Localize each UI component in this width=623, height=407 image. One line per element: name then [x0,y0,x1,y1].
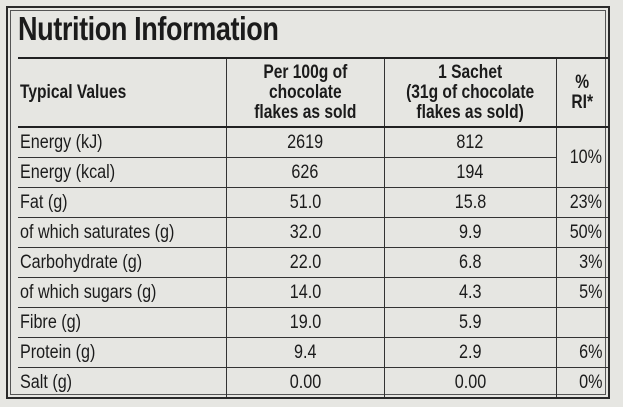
per100-value: 32.0 [225,217,384,248]
table-row: of which saturates (g) 32.0 9.9 50% [18,217,608,248]
header-row: Typical Values Per 100g of chocolate flake… [18,59,608,128]
sachet-value: 6.8 [383,247,556,278]
label-outer-border [6,6,610,399]
table-row: Carbohydrate (g) 22.0 6.8 3% [18,247,608,278]
row-label: Fibre (g) [18,307,226,338]
table-row: Energy (kJ) 2619 812 10% [18,127,608,188]
ri-value: 6% [555,337,608,368]
ri-value: 10% [555,127,608,188]
header-ri: % RI* [555,59,608,128]
sachet-value: 9.9 [383,217,556,248]
row-label: Energy (kJ) [18,127,226,158]
per100-value: 0.00 [225,367,384,397]
per100-value: 2619 [225,127,384,158]
sachet-value: 812 [383,127,556,158]
sachet-value: 0.00 [383,367,556,397]
header-typical-values: Typical Values [18,59,226,128]
row-label: Carbohydrate (g) [18,247,226,278]
row-label: Energy (kcal) [18,157,226,188]
table-row: of which sugars (g) 14.0 4.3 5% [18,277,608,308]
row-label: Fat (g) [18,187,226,218]
table-row: Fat (g) 51.0 15.8 23% [18,187,608,218]
per100-value: 626 [225,157,384,188]
row-label: of which sugars (g) [18,277,226,308]
per100-value: 51.0 [225,187,384,218]
nutrition-table: Typical Values Per 100g of chocolate flake… [18,59,608,397]
sachet-value: 4.3 [383,277,556,308]
ri-value: 5% [555,277,608,308]
header-per-sachet: 1 Sachet (31g of chocolate flakes as sold) [383,59,556,128]
per100-value: 9.4 [225,337,384,368]
ri-value: 0% [555,367,608,397]
table-row: Energy (kcal) 626 194 [18,157,608,188]
label-title: Nutrition Information [18,10,279,47]
table-row: Salt (g) 0.00 0.00 0% [18,367,608,397]
sachet-value: 2.9 [383,337,556,368]
ri-value [555,307,608,338]
sachet-value: 5.9 [383,307,556,338]
table-row: Protein (g) 9.4 2.9 6% [18,337,608,368]
table-row: Fibre (g) 19.0 5.9 [18,307,608,338]
ri-value: 23% [555,187,608,218]
header-per-100g: Per 100g of chocolate flakes as sold [225,59,384,128]
per100-value: 14.0 [225,277,384,308]
per100-value: 19.0 [225,307,384,338]
row-label: Salt (g) [20,371,73,393]
per100-value: 22.0 [225,247,384,278]
ri-value: 3% [555,247,608,278]
title-divider [18,57,608,59]
sachet-value: 194 [383,157,557,188]
ri-value: 50% [555,217,608,248]
sachet-value: 15.8 [383,187,556,218]
row-label: Protein (g) [18,337,226,368]
row-label: of which saturates (g) [18,217,226,248]
